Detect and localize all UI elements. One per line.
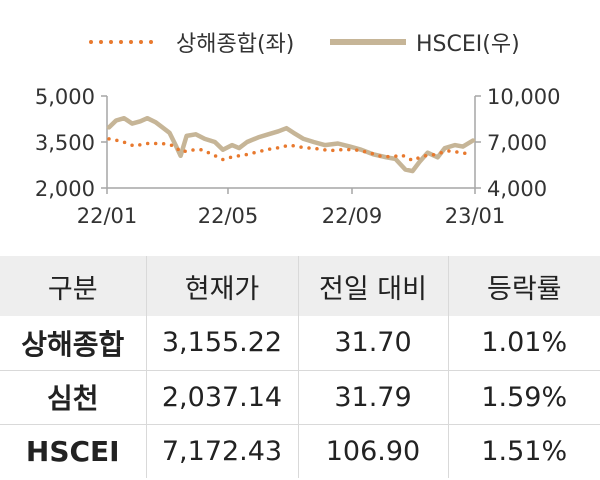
y-right-tick-label: 10,000 [487, 85, 560, 109]
header-category: 구분 [0, 256, 147, 316]
row-price: 7,172.43 [146, 424, 299, 478]
row-rate: 1.01% [448, 316, 600, 371]
row-price: 2,037.14 [146, 370, 299, 425]
series-line-hscei [106, 115, 476, 174]
y-right-tick-label: 7,000 [487, 131, 547, 155]
series-line-shanghai [107, 137, 473, 163]
row-rate: 1.51% [481, 435, 568, 467]
header-price: 현재가 [146, 256, 299, 316]
x-tick-label: 22/05 [198, 204, 259, 228]
x-tick-label: 22/09 [322, 204, 383, 228]
header-rate: 등락률 [448, 256, 600, 316]
y-right-tick-label: 4,000 [487, 177, 547, 201]
row-name: 상해종합 [0, 316, 147, 371]
index-table-panel: 구분 현재가 전일 대비 등락률 상해종합 3,155.22 31.70 1.0… [0, 256, 600, 480]
x-tick-label: 22/01 [77, 204, 138, 228]
row-change: 106.90 [298, 424, 449, 478]
legend-label-shanghai: 상해종합(좌) [176, 32, 294, 57]
table-row: 상해종합 3,155.22 31.70 1.01% [0, 316, 600, 371]
line-chart: 상해종합(좌) HSCEI(우) 2,000 3,500 5,000 4,000 7,000… [35, 32, 561, 228]
row-change: 31.79 [298, 370, 449, 425]
header-change: 전일 대비 [298, 256, 449, 316]
row-rate: 1.59% [448, 370, 600, 425]
y-left-tick-label: 3,500 [35, 131, 95, 155]
y-left-tick-label: 5,000 [35, 85, 95, 109]
row-name: HSCEI [0, 424, 147, 478]
table-row: 심천 2,037.14 31.79 1.59% [0, 370, 600, 425]
table-header-row: 구분 현재가 전일 대비 등락률 [0, 256, 600, 316]
y-left-tick-label: 2,000 [35, 177, 95, 201]
index-table: 구분 현재가 전일 대비 등락률 상해종합 3,155.22 31.70 1.0… [0, 256, 600, 478]
x-tick-label: 23/01 [445, 204, 506, 228]
legend-label-hscei: HSCEI(우) [416, 32, 520, 57]
table-row: HSCEI 7,172.43 106.90 1.51% [0, 424, 600, 478]
row-name: 심천 [0, 370, 147, 425]
chart-panel: 상해종합(좌) HSCEI(우) 2,000 3,500 5,000 4,000 7,000… [35, 32, 561, 228]
row-change: 31.70 [298, 316, 449, 371]
row-price: 3,155.22 [146, 316, 299, 371]
